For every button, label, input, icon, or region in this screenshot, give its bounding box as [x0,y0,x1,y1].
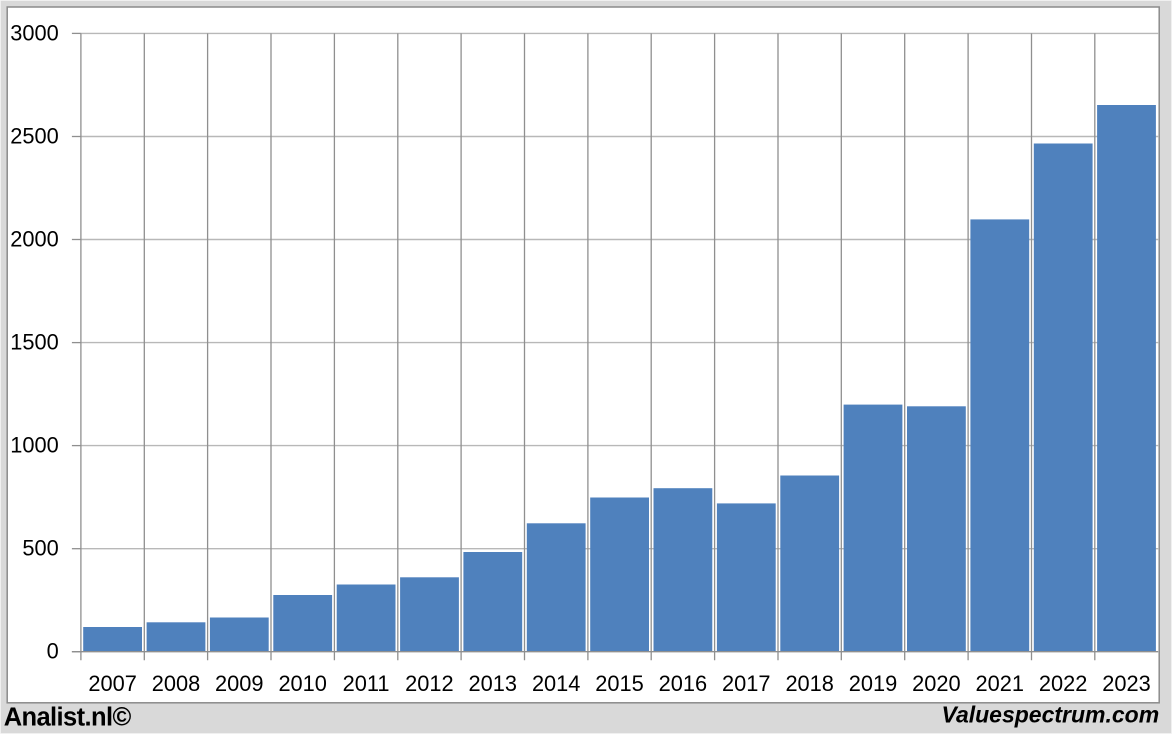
svg-text:2016: 2016 [659,671,708,696]
svg-text:1000: 1000 [10,433,59,458]
svg-text:2020: 2020 [912,671,961,696]
svg-text:1500: 1500 [10,330,59,355]
svg-text:2007: 2007 [88,671,137,696]
svg-text:Analist.nl©: Analist.nl© [4,703,132,731]
svg-text:2014: 2014 [532,671,581,696]
svg-text:2017: 2017 [722,671,771,696]
svg-text:Valuespectrum.com: Valuespectrum.com [941,702,1159,728]
svg-text:2008: 2008 [152,671,201,696]
svg-text:2015: 2015 [595,671,644,696]
svg-text:2010: 2010 [278,671,327,696]
svg-text:500: 500 [22,536,58,561]
svg-text:2012: 2012 [405,671,454,696]
svg-text:2019: 2019 [849,671,898,696]
svg-text:2009: 2009 [215,671,264,696]
svg-text:2018: 2018 [785,671,834,696]
svg-text:0: 0 [47,639,59,664]
svg-text:2500: 2500 [10,124,59,149]
svg-text:2000: 2000 [10,227,59,252]
svg-text:2023: 2023 [1102,671,1151,696]
svg-text:2021: 2021 [976,671,1025,696]
svg-text:2022: 2022 [1039,671,1088,696]
svg-text:3000: 3000 [10,20,59,45]
svg-text:2013: 2013 [469,671,518,696]
svg-text:2011: 2011 [343,671,390,696]
